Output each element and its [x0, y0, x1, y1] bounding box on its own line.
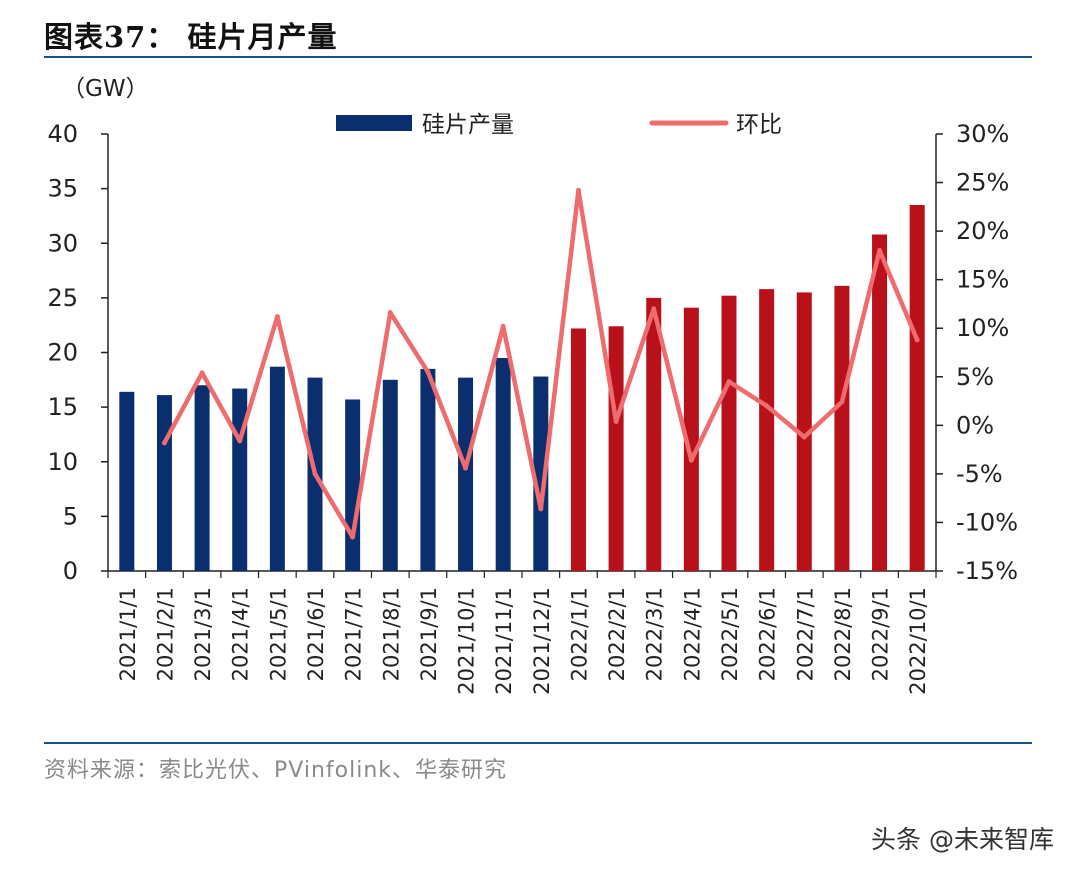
- bar-2021/5/1: [269, 366, 285, 571]
- line-point-2021/9/1: [425, 369, 431, 375]
- x-tick-label: 2021/4/1: [229, 587, 253, 681]
- right-tick-label: 30%: [956, 120, 1009, 148]
- chart: 0 5 10 15 20 25 30 35 40 -15% -10% -5% 0% 5% 10% 15% 20%…: [47, 76, 1018, 695]
- x-tick-label: 2021/2/1: [153, 587, 177, 681]
- x-tick-label: 2022/2/1: [605, 587, 629, 681]
- x-tick-label: 2021/10/1: [455, 587, 479, 695]
- right-tick-label: -15%: [956, 557, 1018, 585]
- legend-label-bar: 硅片产量: [422, 112, 514, 138]
- x-tick-label: 2021/6/1: [304, 587, 328, 681]
- x-tick-label: 2021/12/1: [530, 587, 554, 695]
- bar-2022/10/1: [909, 205, 925, 571]
- line-point-2022/7/1: [801, 434, 807, 440]
- bar-2021/3/1: [194, 385, 210, 571]
- left-tick-label: 40: [47, 120, 78, 148]
- right-tick-label: -5%: [956, 460, 1003, 488]
- left-tick-label: 35: [47, 175, 78, 203]
- x-tick-label: 2021/1/1: [116, 587, 140, 681]
- right-tick-label: 0%: [956, 411, 994, 439]
- left-tick-label: 20: [47, 339, 78, 367]
- x-tick-label: 2021/11/1: [492, 587, 516, 695]
- bar-2022/8/1: [834, 285, 850, 571]
- chart-title: 图表37： 硅片月产量: [44, 20, 338, 54]
- right-tick-label: 5%: [956, 363, 994, 391]
- bar-2022/9/1: [872, 234, 888, 571]
- bar-2022/2/1: [608, 326, 624, 571]
- x-tick-label: 2021/5/1: [266, 587, 290, 681]
- x-tick-label: 2021/3/1: [191, 587, 215, 681]
- line-point-2021/3/1: [199, 370, 205, 376]
- bottom-rule: [44, 742, 1032, 744]
- line-point-2022/6/1: [764, 403, 770, 409]
- bar-2021/12/1: [533, 376, 549, 571]
- bar-2021/8/1: [382, 379, 398, 571]
- bar-2021/10/1: [458, 377, 474, 571]
- bar-2022/4/1: [683, 307, 699, 571]
- line-point-2021/12/1: [538, 506, 544, 512]
- legend-swatch-bar: [336, 115, 412, 131]
- x-tick-label: 2022/3/1: [643, 587, 667, 681]
- line-point-2022/5/1: [726, 379, 732, 385]
- line-point-2021/6/1: [312, 471, 318, 477]
- right-tick-label: -10%: [956, 508, 1018, 536]
- legend-label-line: 环比: [736, 112, 782, 138]
- x-tick-label: 2022/9/1: [869, 587, 893, 681]
- x-tick-label: 2022/7/1: [793, 587, 817, 681]
- line-point-2022/2/1: [613, 418, 619, 424]
- line-point-2022/4/1: [688, 457, 694, 463]
- left-tick-label: 15: [47, 393, 78, 421]
- watermark: 头条 @未来智库: [871, 825, 1054, 854]
- x-tick-label: 2022/10/1: [906, 587, 930, 695]
- left-tick-label: 30: [47, 229, 78, 257]
- line-point-2021/5/1: [274, 314, 280, 320]
- bar-2021/7/1: [345, 399, 361, 571]
- line-point-2021/10/1: [463, 465, 469, 471]
- x-tick-label: 2021/7/1: [342, 587, 366, 681]
- right-tick-label: 25%: [956, 169, 1009, 197]
- y-unit-label: （GW）: [62, 76, 149, 102]
- x-tick-label: 2022/6/1: [756, 587, 780, 681]
- line-point-2021/4/1: [237, 438, 243, 444]
- top-rule: [44, 56, 1032, 58]
- line-point-2022/8/1: [839, 399, 845, 405]
- left-tick-label: 5: [63, 502, 78, 530]
- left-tick-label: 0: [63, 557, 78, 585]
- bar-2022/7/1: [796, 292, 812, 571]
- x-tick-label: 2022/5/1: [718, 587, 742, 681]
- bar-2022/6/1: [759, 289, 775, 571]
- source-note: 资料来源：索比光伏、PVinfolink、华泰研究: [44, 758, 508, 783]
- left-tick-label: 10: [47, 448, 78, 476]
- right-tick-label: 15%: [956, 266, 1009, 294]
- line-point-2021/2/1: [161, 440, 167, 446]
- bar-2022/3/1: [646, 297, 662, 571]
- line-point-2022/1/1: [575, 187, 581, 193]
- x-tick-label: 2022/1/1: [567, 587, 591, 681]
- line-point-2021/8/1: [387, 310, 393, 316]
- right-tick-label: 20%: [956, 217, 1009, 245]
- line-point-2021/7/1: [350, 534, 356, 540]
- line-point-2021/11/1: [500, 323, 506, 329]
- bar-2021/11/1: [495, 357, 511, 571]
- x-tick-label: 2021/8/1: [379, 587, 403, 681]
- left-tick-label: 25: [47, 284, 78, 312]
- line-point-2022/10/1: [914, 337, 920, 343]
- line-point-2022/9/1: [877, 248, 883, 254]
- x-tick-label: 2022/8/1: [831, 587, 855, 681]
- x-tick-label: 2021/9/1: [417, 587, 441, 681]
- x-tick-label: 2022/4/1: [680, 587, 704, 681]
- line-point-2022/3/1: [651, 306, 657, 312]
- bar-2022/5/1: [721, 295, 737, 571]
- bar-2021/2/1: [156, 395, 172, 571]
- right-tick-label: 10%: [956, 314, 1009, 342]
- bar-2021/9/1: [420, 368, 436, 571]
- bar-2021/1/1: [119, 391, 135, 571]
- bar-2022/1/1: [570, 328, 586, 571]
